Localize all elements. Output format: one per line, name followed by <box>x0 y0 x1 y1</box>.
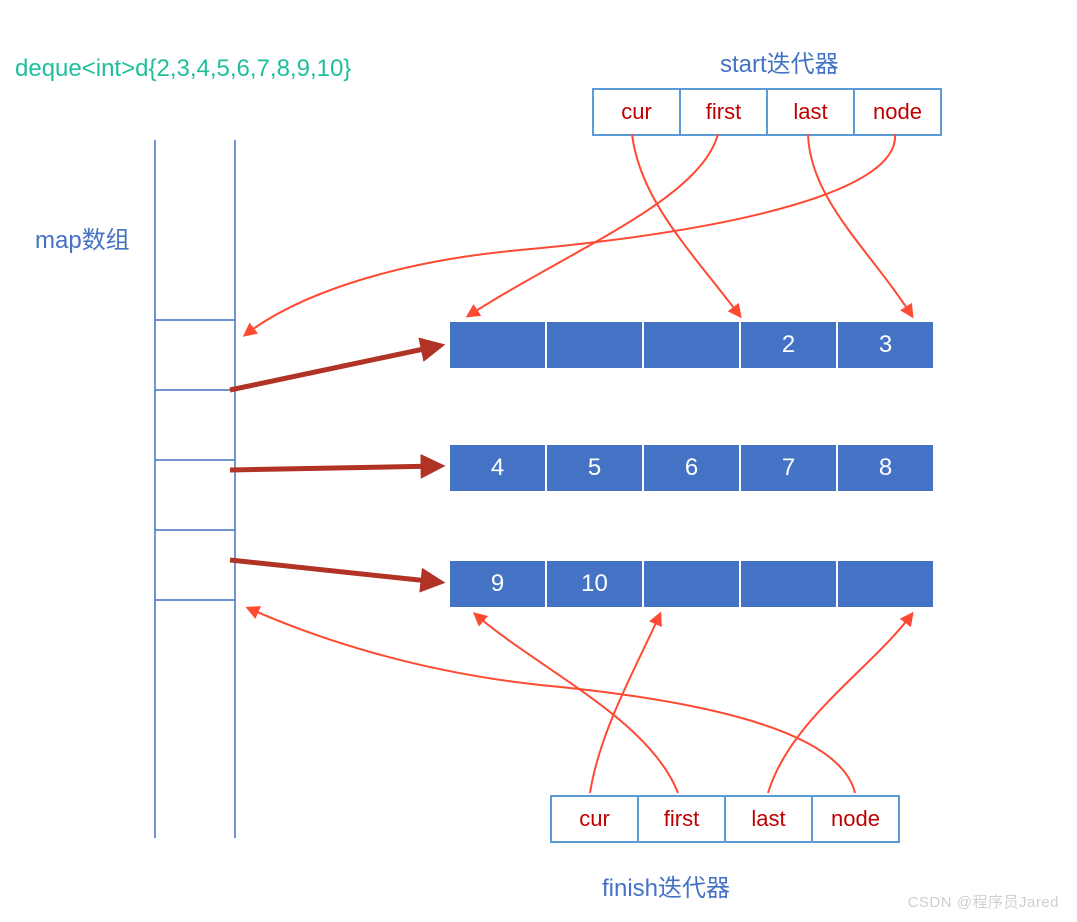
start-iterator: cur first last node <box>592 88 942 136</box>
declaration-text: deque<int>d{2,3,4,5,6,7,8,9,10} <box>15 55 351 83</box>
finish-iterator: cur first last node <box>550 795 900 843</box>
buffer-cell: 6 <box>644 445 741 491</box>
start-iterator-arrows <box>245 134 912 335</box>
finish-first: first <box>639 797 726 841</box>
finish-iterator-label: finish迭代器 <box>602 868 730 903</box>
buffer-cell: 4 <box>450 445 547 491</box>
buffer-cell <box>741 561 838 607</box>
buffer-cell <box>547 322 644 368</box>
buffer-cell: 5 <box>547 445 644 491</box>
buffer-cell: 10 <box>547 561 644 607</box>
start-iterator-label: start迭代器 <box>720 44 839 79</box>
buffer-cell <box>644 561 741 607</box>
map-array <box>155 140 235 838</box>
buffer-row-0: 2 3 <box>450 322 933 368</box>
finish-iterator-arrows <box>248 608 912 793</box>
buffer-cell: 2 <box>741 322 838 368</box>
buffer-cell <box>450 322 547 368</box>
buffer-cell <box>838 561 933 607</box>
finish-last: last <box>726 797 813 841</box>
watermark: CSDN @程序员Jared <box>908 891 1059 912</box>
buffer-row-1: 4 5 6 7 8 <box>450 445 933 491</box>
finish-node: node <box>813 797 898 841</box>
buffer-cell: 3 <box>838 322 933 368</box>
map-pointer-arrows <box>230 346 438 582</box>
start-first: first <box>681 90 768 134</box>
buffer-cell: 9 <box>450 561 547 607</box>
buffer-cell: 8 <box>838 445 933 491</box>
start-node: node <box>855 90 940 134</box>
map-array-label: map数组 <box>35 220 130 255</box>
buffer-row-2: 9 10 <box>450 561 933 607</box>
start-last: last <box>768 90 855 134</box>
start-cur: cur <box>594 90 681 134</box>
buffer-cell: 7 <box>741 445 838 491</box>
finish-cur: cur <box>552 797 639 841</box>
buffer-cell <box>644 322 741 368</box>
